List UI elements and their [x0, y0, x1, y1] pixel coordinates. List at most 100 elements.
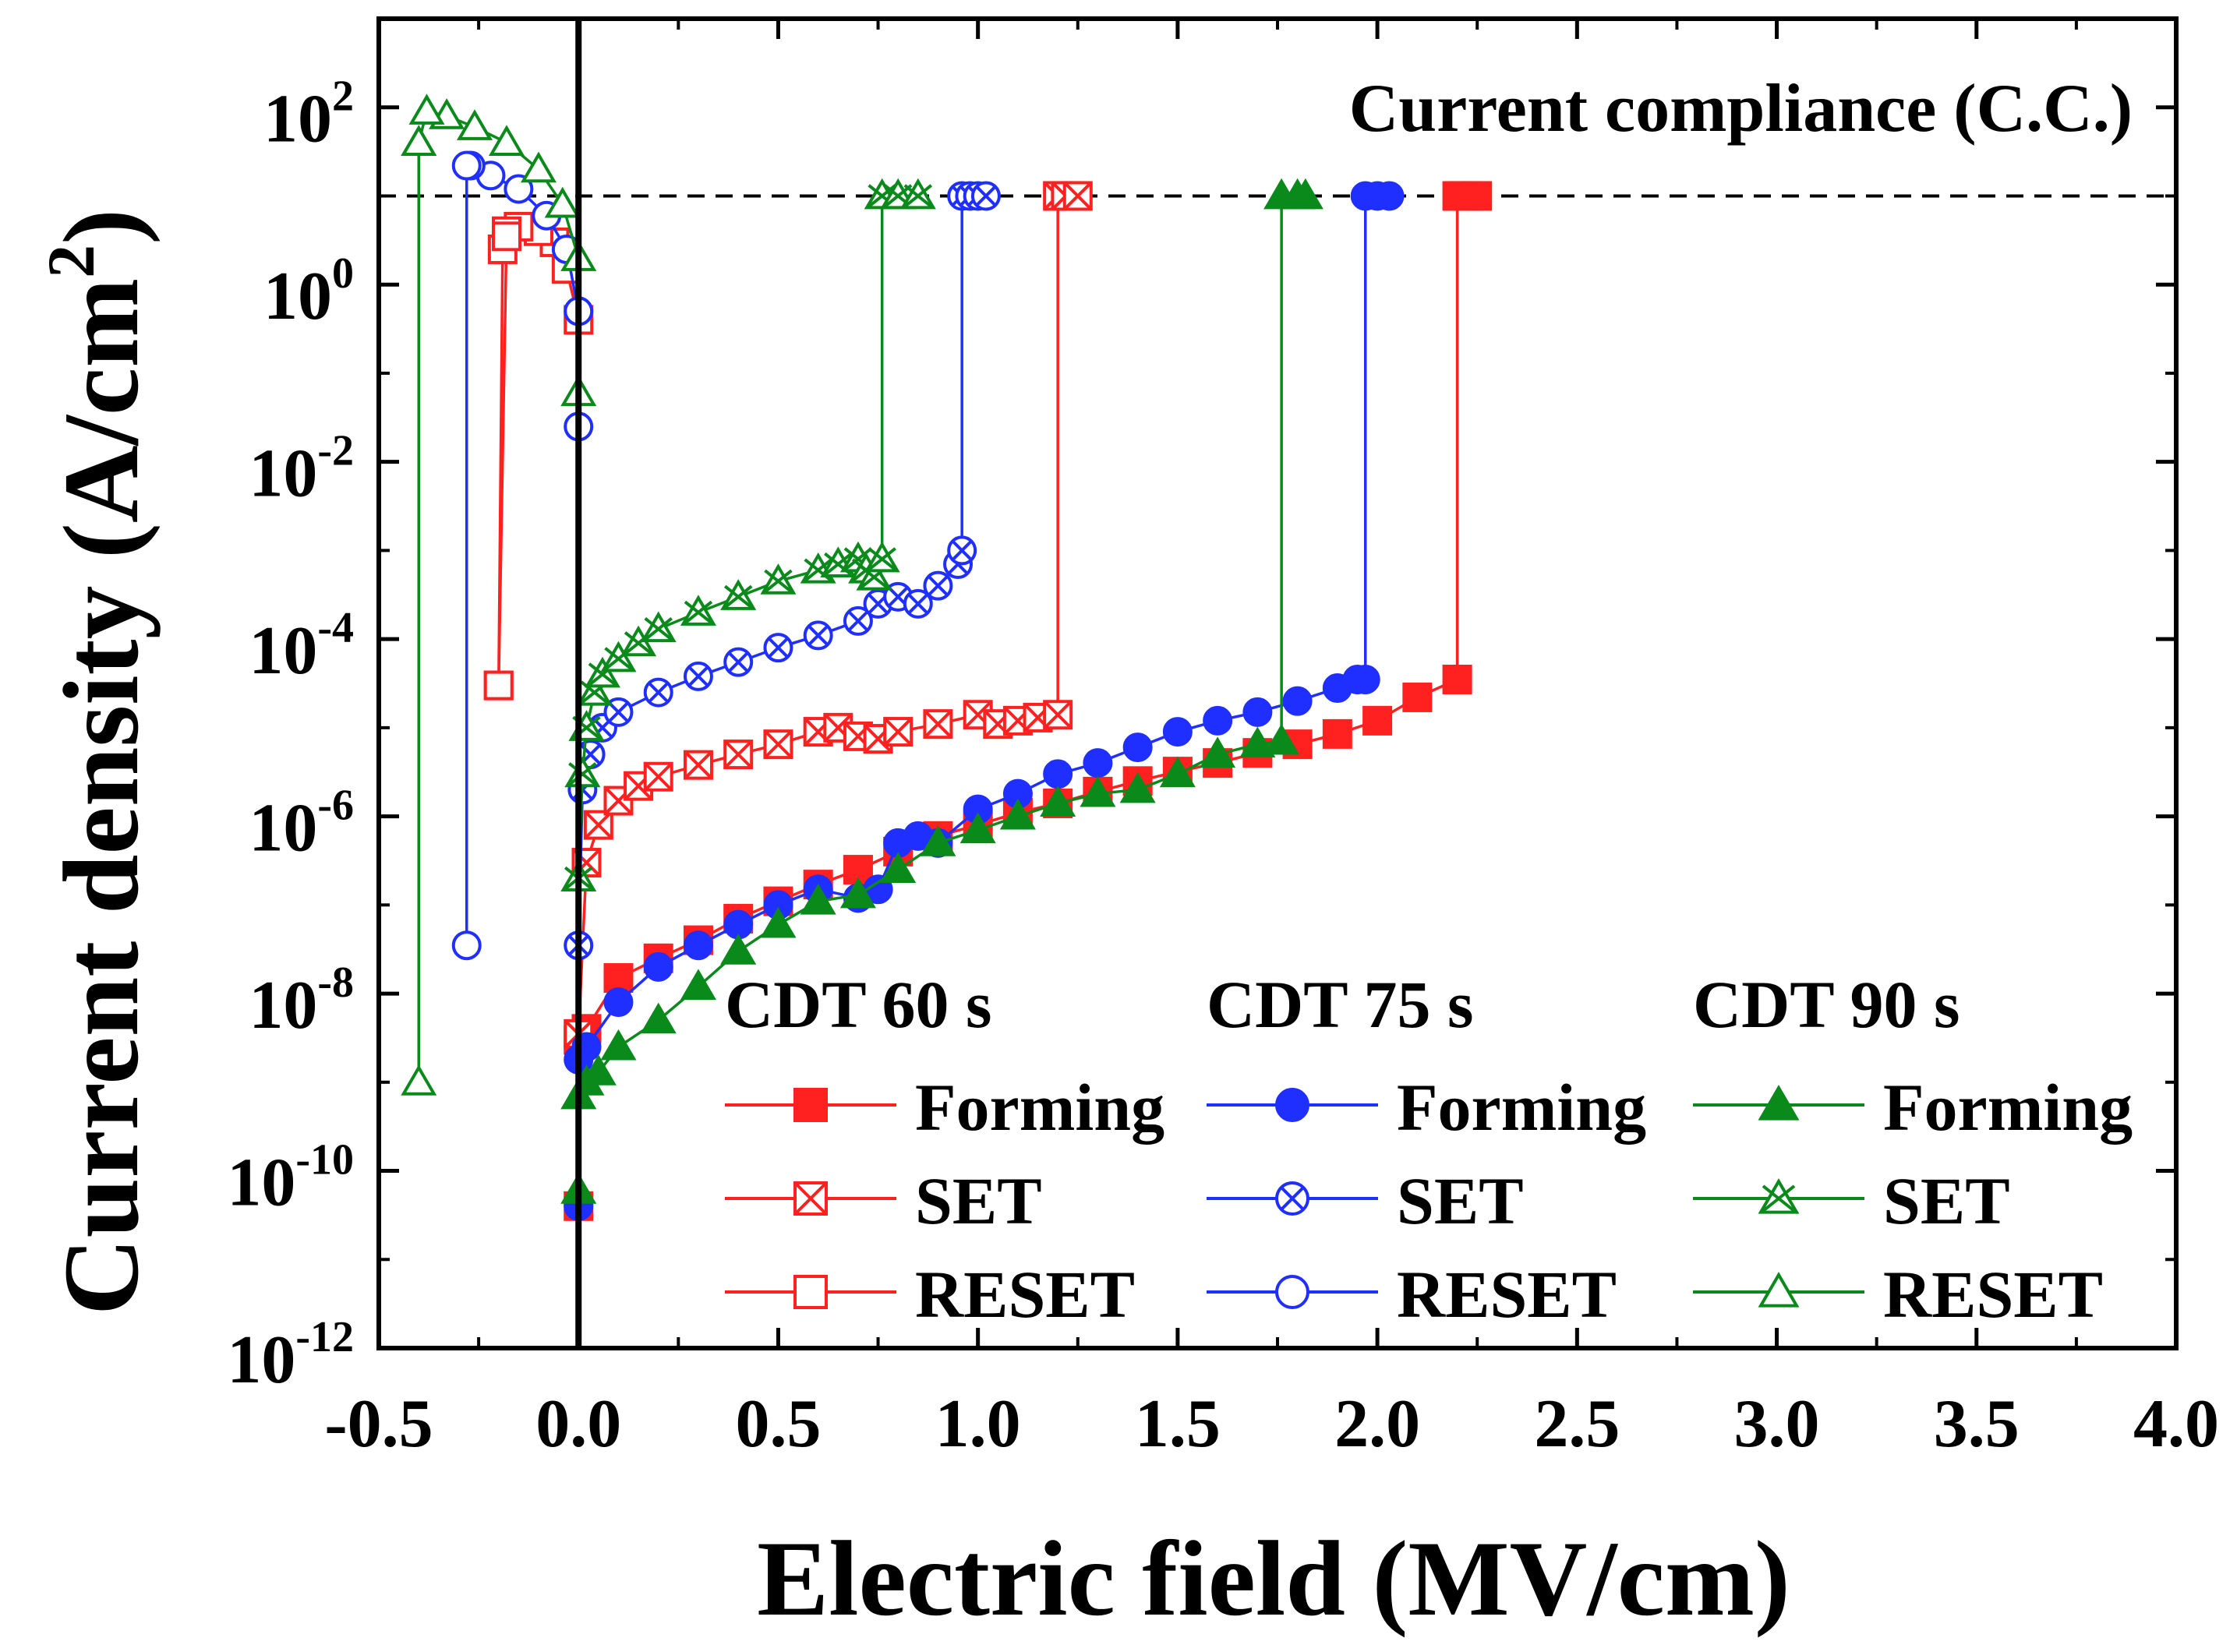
data-point [401, 1064, 437, 1096]
marker-shape [680, 969, 716, 1001]
data-point [603, 963, 634, 994]
series-line [577, 194, 1478, 1206]
marker-shape [959, 812, 996, 844]
data-point [1374, 181, 1405, 211]
data-point [408, 94, 445, 125]
series-cdt-60-s-set [564, 181, 1093, 1049]
legend-marker [1275, 1275, 1309, 1309]
legend-marker [793, 1275, 828, 1309]
marker-cross [847, 610, 869, 632]
legend-marker [1275, 1181, 1309, 1216]
marker-shape [920, 825, 956, 856]
data-point [680, 595, 716, 626]
marker-cross [644, 762, 673, 792]
y-tick-base: 10 [263, 82, 332, 157]
y-tick-exponent: -12 [295, 1313, 354, 1361]
marker-shape [456, 109, 493, 140]
marker-shape [1402, 682, 1433, 712]
data-point [683, 661, 713, 691]
data-point [803, 620, 833, 651]
marker-shape [793, 1088, 828, 1122]
y-tick-label: 10-10 [227, 1136, 354, 1221]
y-tick-exponent: -8 [317, 958, 354, 1007]
y-tick-exponent: 2 [332, 72, 354, 121]
data-point [1122, 732, 1153, 763]
marker-cross [727, 651, 749, 672]
legend-entry-label: Forming [1397, 1070, 1646, 1145]
marker-cross [883, 717, 913, 747]
marker-shape [1362, 705, 1393, 736]
marker-shape [544, 186, 581, 218]
axes-layer: -0.5 0.0 0.5 1.0 1.5 2.0 2.5 3.0 3.5 4.010210010-… [227, 16, 2219, 1462]
series-line [497, 225, 580, 686]
legend-entry-label: RESET [1883, 1257, 2103, 1332]
data-point [899, 178, 936, 210]
marker-shape [720, 934, 757, 965]
data-point [401, 125, 437, 156]
data-point [643, 951, 673, 982]
marker-shape [600, 1029, 637, 1061]
marker-cross [684, 600, 713, 625]
data-point [544, 186, 581, 218]
y-tick-label: 10-4 [249, 604, 354, 689]
marker-shape [1162, 717, 1193, 747]
data-point [1159, 756, 1196, 788]
data-point [763, 729, 793, 760]
x-tick-label: 0.0 [535, 1386, 621, 1462]
y-tick-base: 10 [249, 436, 317, 512]
data-point [640, 1002, 677, 1034]
marker-shape [1442, 664, 1472, 694]
legend-group-title: CDT 75 s [1207, 967, 1474, 1042]
y-tick-base: 10 [263, 259, 332, 334]
x-axis-title: Electric field (MV/cm) [757, 1519, 1790, 1638]
data-point [483, 670, 514, 701]
data-point [723, 647, 754, 677]
marker-cross [644, 617, 673, 641]
compliance-label: Current compliance (C.C.) [1349, 71, 2133, 146]
marker-shape [1462, 181, 1493, 211]
marker-cross [1280, 1186, 1305, 1211]
marker-shape [451, 150, 482, 181]
marker-shape [1080, 775, 1116, 807]
marker-shape [483, 670, 514, 701]
marker-cross [1762, 1184, 1796, 1213]
marker-shape [1242, 697, 1273, 727]
data-point [970, 181, 1001, 211]
marker-shape [1159, 756, 1196, 788]
data-point [923, 709, 953, 740]
marker-shape [793, 1275, 828, 1309]
legend-group: CDT 60 s Forming SET RESET [725, 967, 1164, 1332]
data-point [839, 877, 876, 909]
marker-shape [1200, 736, 1236, 768]
data-point [451, 150, 482, 181]
marker-cross [924, 709, 952, 739]
legend-entry-label: SET [915, 1163, 1042, 1238]
data-point [1242, 697, 1273, 727]
data-point [1119, 771, 1156, 803]
y-tick-exponent: -10 [295, 1136, 354, 1184]
y-tick-base: 10 [249, 968, 317, 1043]
legend-marker [793, 1088, 828, 1122]
series-cdt-90-s-set [560, 178, 936, 892]
marker-cross [975, 185, 997, 206]
data-point [1200, 736, 1236, 768]
series-line [417, 109, 580, 1082]
marker-cross [687, 665, 709, 687]
legend-entry-label: RESET [1397, 1257, 1617, 1332]
x-tick-label: 0.5 [735, 1386, 821, 1462]
marker-shape [1043, 759, 1073, 789]
x-tick-label: 3.0 [1734, 1386, 1820, 1462]
y-tick-base: 10 [227, 1145, 295, 1221]
data-point [643, 677, 673, 708]
data-point [883, 717, 914, 747]
y-tick-label: 10-8 [249, 958, 354, 1043]
y-tick-label: 100 [263, 249, 354, 334]
data-point [603, 987, 634, 1018]
data-point [520, 151, 557, 183]
y-axis-title-main: Current density (A/cm [41, 278, 161, 1315]
legend-entry-label: SET [1397, 1163, 1524, 1238]
marker-cross [568, 762, 597, 786]
data-point [880, 852, 917, 884]
marker-shape [1322, 718, 1352, 749]
